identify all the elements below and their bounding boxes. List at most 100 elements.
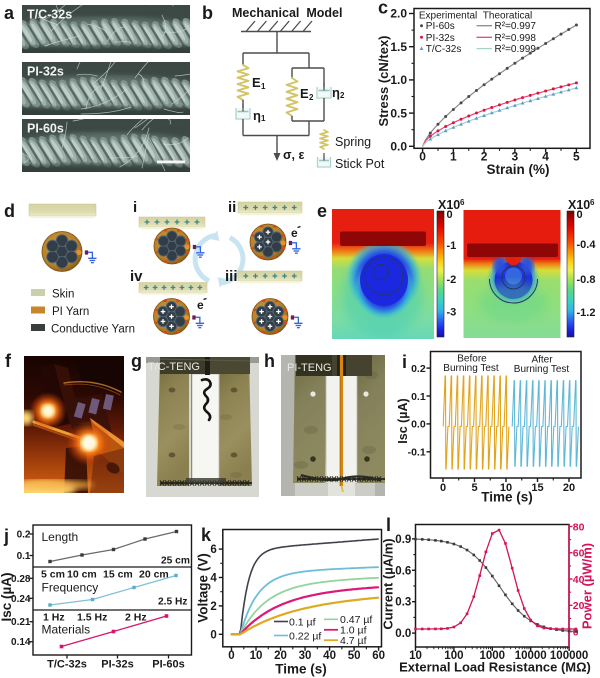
svg-text:η: η [253,108,261,123]
svg-text:1.5 Hz: 1.5 Hz [77,612,107,624]
svg-text:Current (µA/m): Current (µA/m) [381,538,396,629]
svg-text:100000: 100000 [550,650,588,662]
svg-text:-1.2: -1.2 [577,307,596,319]
svg-text:1: 1 [261,114,266,123]
svg-text:T/C-TENG: T/C-TENG [148,361,200,373]
svg-text:R²=0.999: R²=0.999 [495,44,537,55]
svg-text:20 cm: 20 cm [139,569,169,581]
svg-text:0.0: 0.0 [390,140,407,154]
svg-text:e: e [197,298,204,312]
svg-text:-1: -1 [447,240,457,252]
svg-text:c: c [378,0,388,18]
svg-text:10000: 10000 [515,650,547,662]
svg-text:Materials: Materials [42,623,91,637]
svg-text:PI-32s: PI-32s [426,33,455,44]
svg-text:1000: 1000 [480,650,506,662]
svg-text:-0.8: -0.8 [577,274,596,286]
svg-text:15 cm: 15 cm [103,569,133,581]
svg-text:Experimental: Experimental [419,11,477,22]
svg-text:60: 60 [372,650,385,662]
svg-text:0: 0 [228,650,234,662]
svg-text:0.24: 0.24 [11,594,31,605]
svg-text:0.3: 0.3 [395,597,411,609]
svg-text:T/C-32s: T/C-32s [426,44,462,55]
svg-text:100: 100 [444,650,463,662]
svg-text:2.5 Hz: 2.5 Hz [158,597,187,608]
svg-text:k: k [201,525,212,545]
svg-text:0.1: 0.1 [411,391,426,403]
svg-text:PI-32s: PI-32s [101,659,133,671]
svg-text:0: 0 [419,149,426,163]
svg-text:0.0: 0.0 [411,419,426,431]
svg-text:External Load Resistance (MΩ): External Load Resistance (MΩ) [399,660,591,675]
svg-text:4: 4 [210,573,217,585]
svg-text:0: 0 [440,482,446,494]
svg-text:PI-32s: PI-32s [27,65,64,79]
svg-text:40: 40 [573,574,585,586]
svg-text:15: 15 [531,482,543,494]
svg-text:6: 6 [210,544,216,556]
svg-text:0.2: 0.2 [17,530,31,541]
svg-text:1 Hz: 1 Hz [43,612,65,624]
svg-text:iii: iii [225,268,238,285]
svg-text:0.22 µf: 0.22 µf [289,630,321,642]
svg-text:PI-60s: PI-60s [152,659,184,671]
svg-text:T/C-32s: T/C-32s [47,659,87,671]
svg-text:25 cm: 25 cm [161,556,190,567]
svg-text:Mechanical Model: Mechanical Model [232,6,342,20]
svg-text:g: g [131,351,142,371]
svg-text:Burning Test: Burning Test [514,364,570,375]
svg-text:0.21: 0.21 [11,617,31,628]
svg-text:2: 2 [210,601,216,613]
svg-text:60: 60 [573,548,585,560]
svg-text:40: 40 [323,650,336,662]
svg-text:0.5: 0.5 [390,106,407,120]
svg-text:i: i [133,199,137,216]
svg-text:Time (s): Time (s) [275,662,327,677]
svg-text:20: 20 [573,600,585,612]
svg-text:0.14: 0.14 [11,637,31,648]
svg-text:5: 5 [471,482,477,494]
svg-text:Isc (µA): Isc (µA) [0,572,14,621]
svg-text:PI-TENG: PI-TENG [287,362,332,374]
svg-text:0: 0 [447,209,453,221]
svg-text:3: 3 [512,149,519,163]
svg-text:0.1 µf: 0.1 µf [289,616,316,628]
svg-text:e: e [317,201,327,221]
svg-text:6: 6 [460,198,465,207]
svg-text:10: 10 [409,650,422,662]
svg-text:10: 10 [500,482,512,494]
svg-text:Voltage (V): Voltage (V) [196,553,211,623]
svg-text:30: 30 [299,650,312,662]
svg-text:4: 4 [542,149,549,163]
svg-text:e: e [291,226,298,240]
svg-text:2: 2 [309,93,314,102]
svg-text:1: 1 [450,149,457,163]
svg-text:5 cm: 5 cm [41,569,65,581]
svg-text:-0.4: -0.4 [577,239,597,251]
svg-text:2.0: 2.0 [390,7,407,21]
svg-text:-2: -2 [447,274,457,286]
svg-text:Burning Test: Burning Test [443,363,499,374]
svg-text:Isc (µA): Isc (µA) [396,398,410,443]
svg-text:d: d [4,201,15,221]
svg-text:20: 20 [274,650,287,662]
svg-text:Spring: Spring [335,135,371,149]
svg-text:10 cm: 10 cm [67,569,97,581]
svg-text:Skin: Skin [52,289,74,301]
svg-text:X10: X10 [438,198,460,212]
svg-text:f: f [5,351,12,371]
svg-text:0.0: 0.0 [395,628,411,640]
svg-text:h: h [264,351,275,371]
svg-text:j: j [3,526,9,546]
svg-text:Before: Before [457,354,487,365]
svg-text:Conductive Yarn: Conductive Yarn [51,324,135,336]
svg-text:Stick Pot: Stick Pot [335,157,385,171]
svg-text:l: l [386,515,391,535]
svg-text:Strain (%): Strain (%) [486,162,549,177]
svg-text:-0.1: -0.1 [408,447,426,459]
svg-text:80: 80 [573,521,585,533]
svg-text:2 Hz: 2 Hz [125,612,147,624]
svg-text:σ, ε: σ, ε [283,148,304,162]
svg-text:0.6: 0.6 [395,565,411,577]
